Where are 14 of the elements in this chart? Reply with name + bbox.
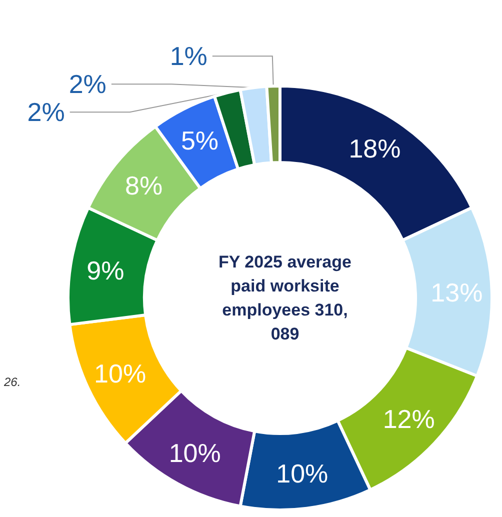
- data-label: 5%: [180, 125, 219, 156]
- data-label: 8%: [125, 170, 163, 200]
- data-label: 13%: [430, 277, 483, 308]
- data-label: 10%: [168, 438, 221, 468]
- data-label: 10%: [94, 358, 146, 388]
- data-label: 12%: [382, 404, 435, 434]
- text: FY 2025 average paid worksite employees 310,089: [218, 252, 352, 344]
- data-label: 10%: [276, 458, 328, 488]
- text: 26.: [3, 375, 21, 389]
- data-label: 2%: [68, 69, 106, 100]
- data-label: 1%: [170, 41, 208, 72]
- data-label: 18%: [348, 134, 401, 164]
- data-label: 9%: [86, 255, 124, 286]
- data-label: 2%: [27, 97, 65, 128]
